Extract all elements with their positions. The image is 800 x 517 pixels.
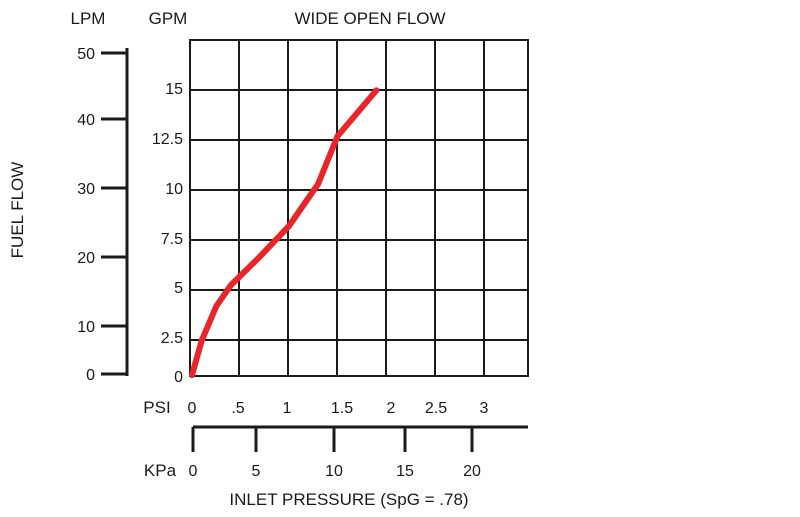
gpm-tick-label: 2.5	[161, 330, 183, 347]
chart-title: WIDE OPEN FLOW	[294, 9, 445, 28]
psi-tick-label: 1.5	[331, 400, 353, 417]
lpm-axis: 0 10 20 30 40 50	[77, 46, 129, 384]
gpm-tick-label: 15	[165, 81, 183, 98]
flow-point	[315, 181, 322, 187]
kpa-axis: 0 5 10 15 20	[189, 425, 528, 480]
gpm-tick-labels: 0 2.5 5 7.5 10 12.5 15	[152, 81, 183, 386]
kpa-tick-label: 15	[396, 463, 414, 480]
gpm-tick-label: 10	[165, 181, 183, 198]
gpm-tick-label: 5	[174, 280, 183, 297]
flow-point	[213, 303, 220, 310]
flow-point	[286, 223, 292, 229]
flow-points	[189, 87, 380, 378]
lpm-tick-label: 40	[77, 112, 95, 129]
lpm-tick-label: 50	[77, 46, 95, 63]
psi-tick-labels: 0 .5 1 1.5 2 2.5 3	[188, 400, 489, 417]
psi-tick-label: 2	[387, 400, 396, 417]
plot-frame	[189, 39, 529, 377]
lpm-unit-label: LPM	[71, 9, 106, 28]
lpm-tick-label: 30	[77, 181, 95, 198]
flow-point	[373, 87, 380, 94]
flow-point	[256, 253, 263, 260]
psi-unit-label: PSI	[143, 398, 170, 417]
lpm-tick-label: 20	[77, 250, 95, 267]
plot-grid	[190, 40, 528, 376]
lpm-tick-label: 10	[77, 319, 95, 336]
psi-tick-label: 0	[188, 400, 197, 417]
kpa-tick-label: 10	[325, 463, 343, 480]
flow-point	[198, 337, 205, 344]
kpa-tick-label: 5	[252, 463, 261, 480]
psi-tick-label: 2.5	[425, 400, 447, 417]
gpm-unit-label: GPM	[149, 9, 188, 28]
kpa-tick-label: 20	[463, 463, 481, 480]
kpa-unit-label: KPa	[144, 461, 177, 480]
y-axis-title: FUEL FLOW	[8, 162, 27, 259]
flow-point	[189, 372, 195, 378]
flow-point	[227, 282, 234, 289]
x-axis-title: INLET PRESSURE (SpG = .78)	[229, 490, 468, 509]
psi-tick-label: 1	[283, 400, 292, 417]
gpm-tick-label: 0	[174, 369, 183, 386]
gpm-tick-label: 7.5	[161, 231, 183, 248]
kpa-tick-label: 0	[189, 463, 198, 480]
psi-tick-label: 3	[480, 400, 489, 417]
gpm-tick-label: 12.5	[152, 131, 183, 148]
flow-curve	[189, 87, 380, 378]
lpm-tick-label: 0	[86, 367, 95, 384]
psi-tick-label: .5	[231, 400, 244, 417]
flow-point	[334, 133, 341, 140]
flow-point	[237, 272, 244, 279]
